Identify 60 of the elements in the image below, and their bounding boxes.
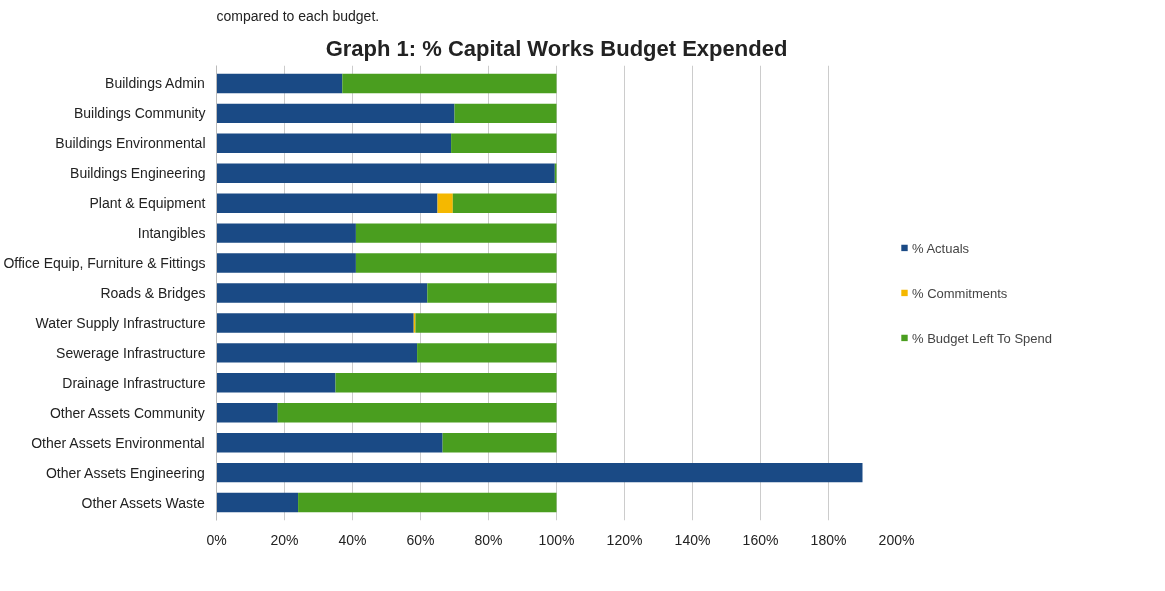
y-tick-label: Roads & Bridges [100, 285, 206, 301]
bar [216, 223, 356, 243]
chart-title: Graph 1: % Capital Works Budget Expended [325, 35, 788, 61]
text: compared to each budget. [216, 7, 380, 24]
y-tick-label: Sewerage Infrastructure [56, 344, 206, 361]
bar [452, 193, 557, 213]
x-tick-label: 140% [674, 531, 711, 548]
bar [216, 103, 455, 124]
x-tick-label: 100% [538, 531, 575, 548]
bar [216, 253, 356, 273]
x-tick-label: 200% [878, 531, 915, 548]
y-tick-label: Buildings Community [74, 105, 206, 122]
y-tick-label: Other Assets Engineering [45, 464, 205, 481]
bar [216, 462, 863, 483]
bar [437, 193, 453, 213]
y-tick-label: Water Supply Infrastructure [35, 314, 206, 331]
x-tick-label: 0% [206, 531, 227, 548]
bar [442, 432, 557, 453]
x-tick-label: 20% [270, 531, 299, 548]
bar [451, 133, 557, 154]
x-tick-label: 60% [406, 531, 435, 548]
bar [216, 283, 428, 303]
legend-label: % Actuals [912, 240, 970, 255]
bar [216, 403, 278, 423]
y-tick-label: Intangibles [137, 225, 206, 242]
bar [335, 373, 557, 393]
y-tick-label: Drainage Infrastructure [62, 374, 206, 391]
y-tick-label: Other Assets Community [49, 404, 205, 421]
x-tick-label: 120% [606, 531, 643, 548]
bar [427, 283, 557, 303]
y-tick-label: Office Equip, Furniture & Fittings [3, 255, 206, 272]
x-tick-label: 80% [474, 531, 503, 548]
x-tick-label: 40% [338, 531, 367, 548]
bar [216, 133, 452, 154]
bar [216, 73, 343, 94]
bar [417, 343, 557, 363]
bar [355, 253, 557, 273]
y-tick-label: Buildings Environmental [55, 135, 206, 152]
bar [342, 73, 557, 94]
bar [298, 492, 557, 513]
y-tick-label: Other Assets Waste [81, 494, 205, 511]
y-tick-label: Other Assets Environmental [31, 434, 205, 451]
bar [216, 343, 418, 363]
bar [454, 103, 557, 124]
x-tick-label: 160% [742, 531, 779, 548]
bar [355, 223, 557, 243]
bar [216, 373, 336, 393]
bar [216, 313, 414, 333]
y-tick-label: Plant & Equipment [89, 195, 206, 212]
bar [216, 432, 443, 453]
legend-label: % Budget Left To Spend [912, 330, 1052, 345]
bar [415, 313, 557, 333]
x-tick-label: 180% [810, 531, 847, 548]
bar [216, 492, 299, 513]
y-tick-label: Buildings Engineering [70, 165, 206, 182]
bar [216, 163, 555, 183]
bar [277, 403, 557, 423]
legend-label: % Commitments [912, 285, 1008, 300]
bar [216, 193, 438, 213]
y-tick-label: Buildings Admin [105, 75, 205, 92]
